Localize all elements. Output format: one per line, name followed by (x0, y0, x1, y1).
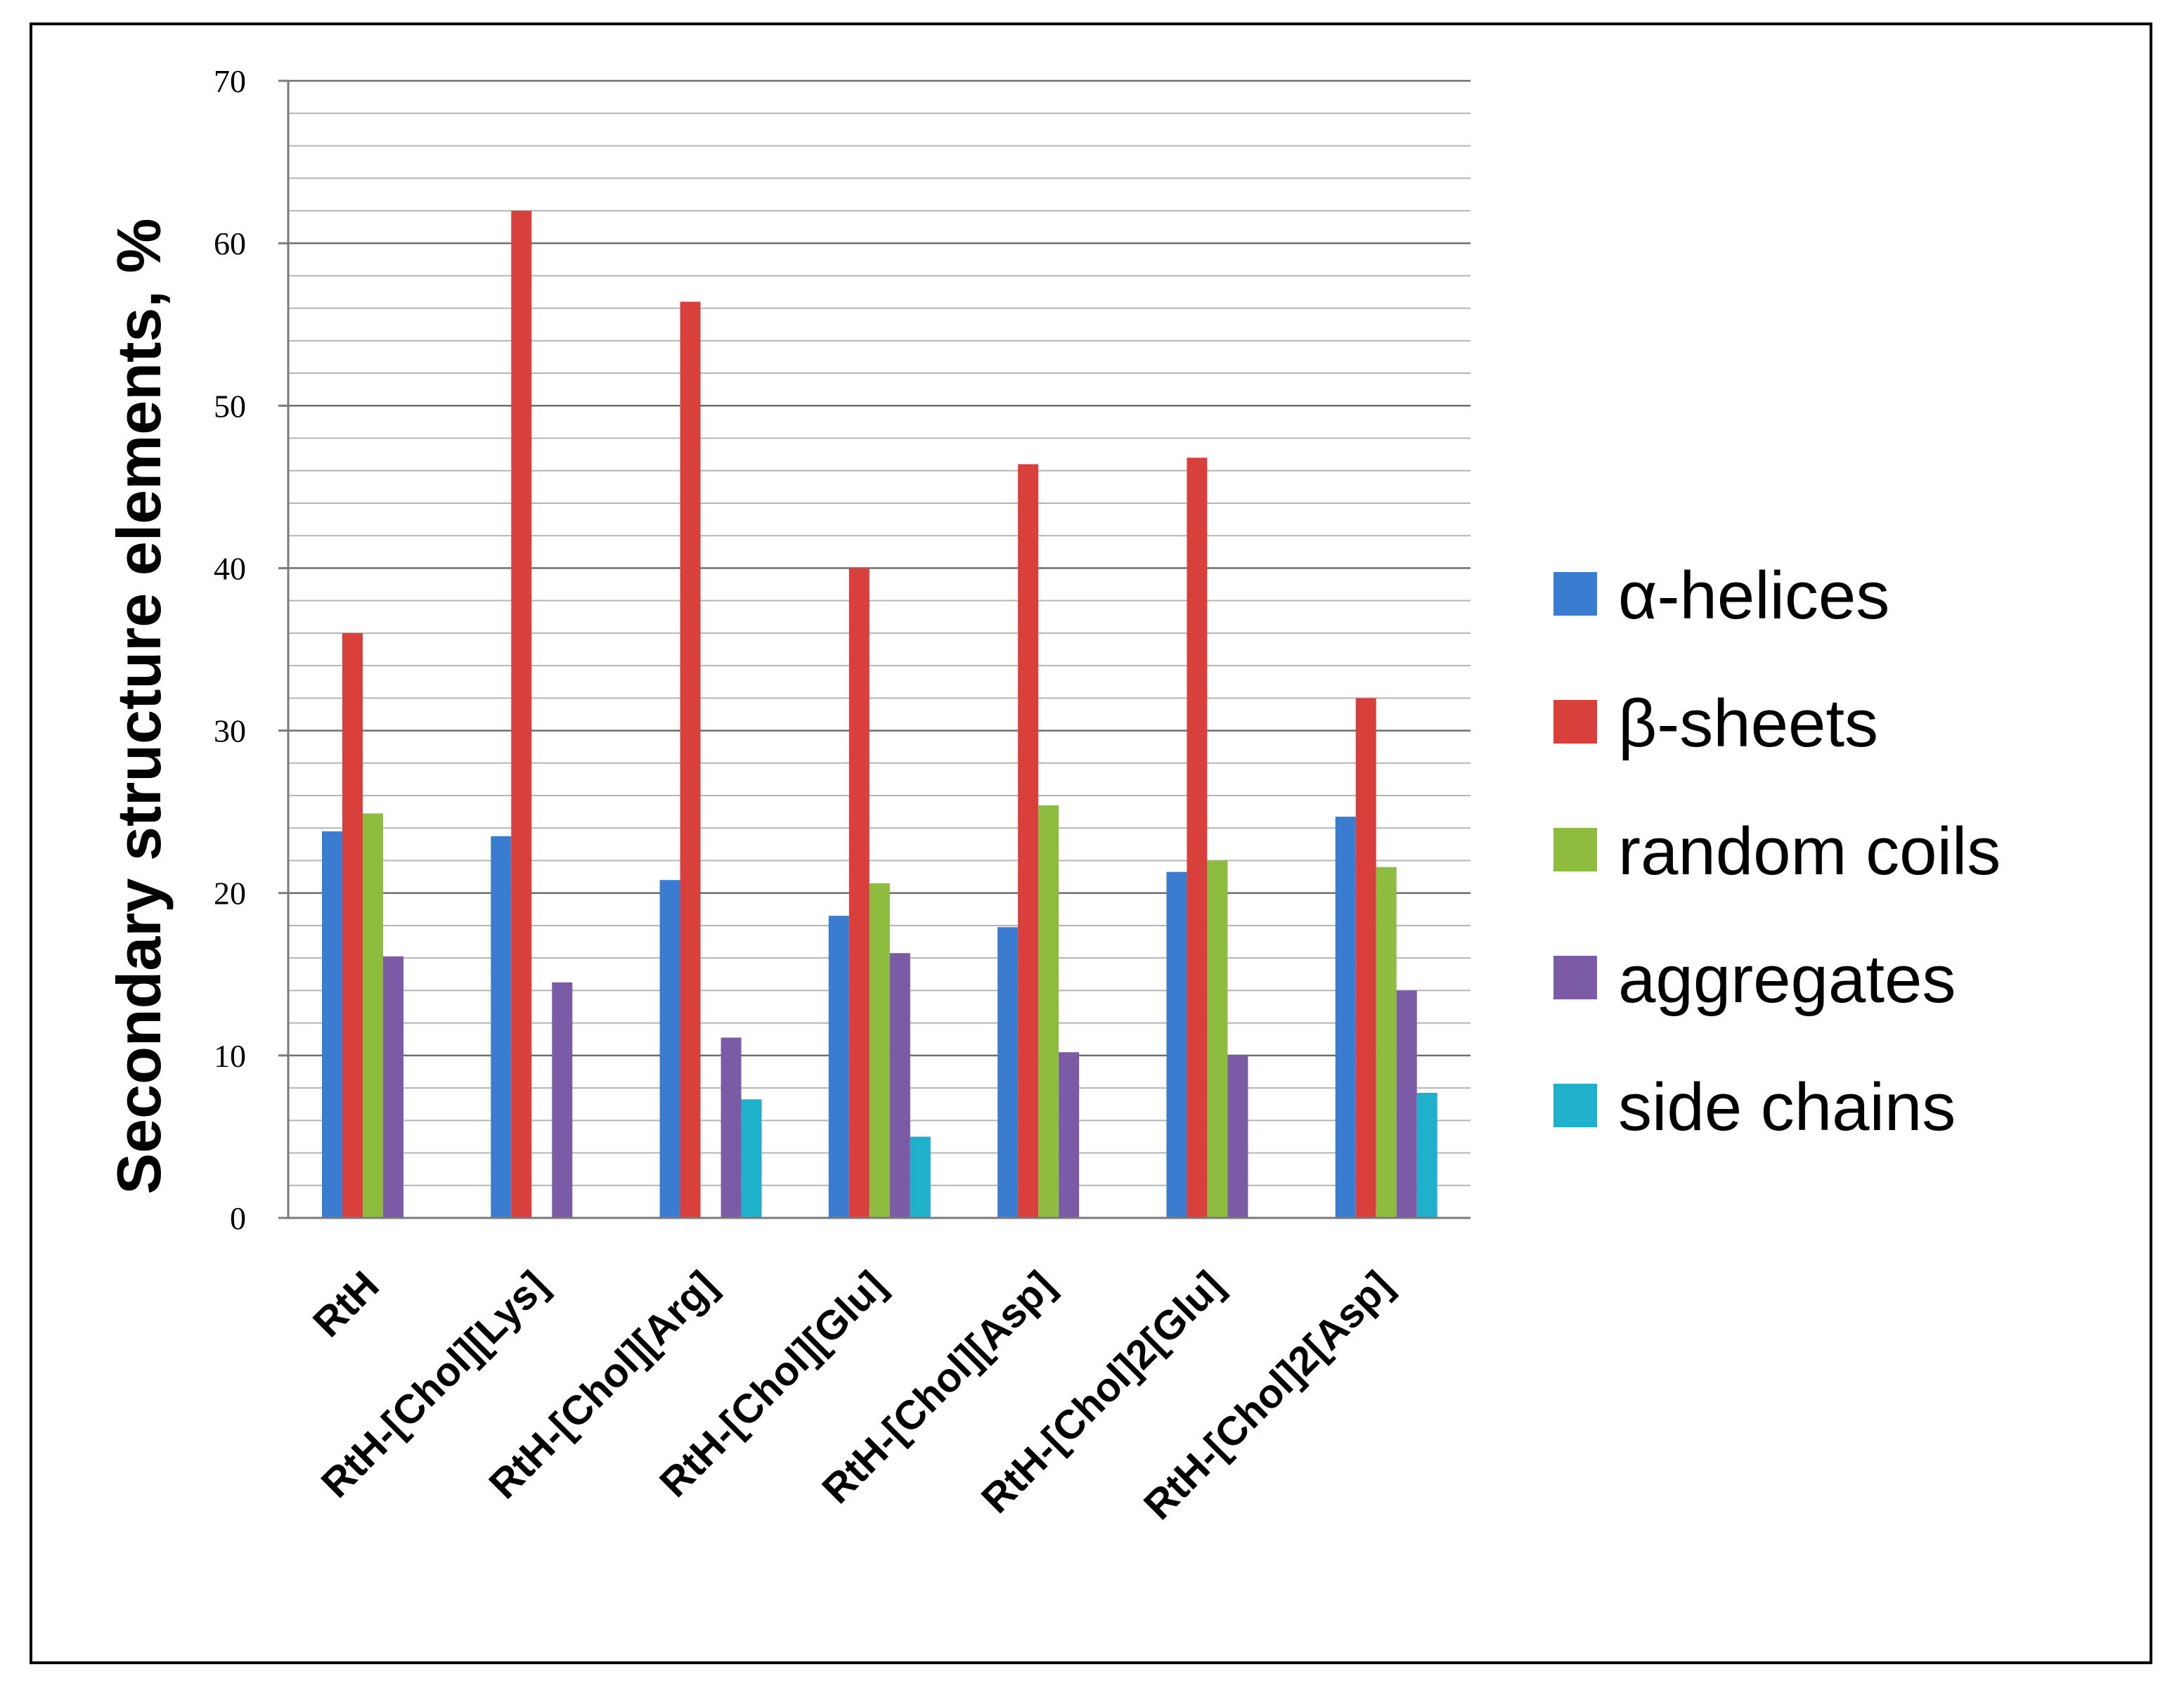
legend-label: aggregates (1618, 942, 1956, 1017)
bar-random-coils-7 (1376, 867, 1397, 1218)
y-tick-label: 30 (214, 713, 246, 749)
y-tick-label: 60 (214, 226, 246, 261)
bar--helices-3 (659, 880, 680, 1218)
bar--helices-6 (1166, 871, 1187, 1218)
y-tick-label: 50 (214, 388, 246, 424)
bar-random-coils-6 (1207, 860, 1228, 1218)
bar--helices-4 (828, 916, 849, 1218)
bar--helices-5 (997, 927, 1019, 1218)
legend-label: α-helices (1618, 558, 1889, 633)
bar--sheets-6 (1187, 458, 1208, 1218)
y-tick-label: 20 (214, 876, 246, 912)
bar--helices-1 (322, 831, 342, 1218)
bar-aggregates-2 (552, 982, 573, 1218)
y-tick-label: 0 (230, 1200, 246, 1236)
legend-swatch (1553, 700, 1597, 744)
bars (322, 210, 1437, 1219)
y-tick-label: 10 (214, 1038, 246, 1074)
chart-frame (30, 22, 2152, 1664)
legend-label: β-sheets (1618, 686, 1878, 761)
bar--helices-2 (491, 836, 512, 1218)
bar-side-chains-4 (910, 1136, 931, 1218)
y-axis-label: Secondary structure elements, % (104, 219, 174, 1195)
bar-random-coils-5 (1038, 805, 1059, 1218)
bar-aggregates-3 (721, 1037, 742, 1218)
bar--sheets-3 (680, 301, 701, 1219)
bar-side-chains-7 (1416, 1093, 1437, 1218)
legend-label: random coils (1618, 814, 2001, 889)
bar--sheets-1 (342, 633, 363, 1218)
bar-aggregates-7 (1396, 990, 1417, 1218)
legend-swatch (1553, 828, 1597, 871)
bar-aggregates-6 (1227, 1055, 1248, 1218)
legend-label: side chains (1618, 1070, 1956, 1145)
legend: α-helices β-sheets random coils aggregates s… (1553, 558, 2001, 1145)
bar-side-chains-3 (741, 1099, 762, 1218)
y-tick-label: 70 (214, 63, 246, 99)
bar-random-coils-1 (363, 813, 383, 1218)
legend-swatch (1553, 572, 1597, 616)
bar--helices-7 (1335, 817, 1356, 1218)
bar-aggregates-5 (1059, 1052, 1080, 1218)
bar--sheets-5 (1018, 464, 1039, 1219)
legend-swatch (1553, 1084, 1597, 1127)
bar-random-coils-4 (869, 883, 890, 1218)
bar--sheets-4 (848, 568, 870, 1218)
bar--sheets-7 (1355, 698, 1376, 1218)
x-category-label: RtH (304, 1262, 388, 1346)
bar--sheets-2 (511, 210, 532, 1218)
bar-aggregates-1 (383, 956, 403, 1218)
legend-swatch (1553, 956, 1597, 999)
bar-aggregates-4 (889, 953, 910, 1218)
y-tick-label: 40 (214, 550, 246, 586)
